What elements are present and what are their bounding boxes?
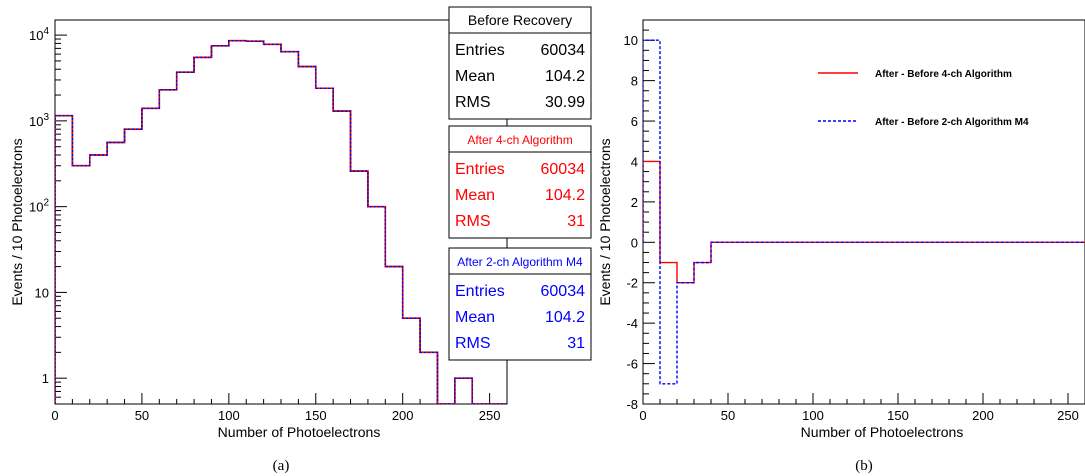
- legend-label: After - Before 4-ch Algorithm: [875, 69, 1012, 80]
- series-step-line: [643, 160, 1085, 284]
- x-tick-label: 50: [135, 408, 149, 423]
- series-step-line: [55, 40, 507, 404]
- stats-value: 31: [567, 335, 585, 352]
- y-tick-label: 103: [29, 112, 49, 129]
- stats-value: 30.99: [545, 94, 585, 111]
- y-tick-label: 104: [29, 26, 49, 43]
- y-axis-label: Events / 10 Photoelectrons: [9, 138, 25, 305]
- stats-box-title: After 4-ch Algorithm: [467, 133, 572, 147]
- stats-value: 104.2: [545, 68, 585, 85]
- stats-value: 31: [567, 213, 585, 230]
- panel-a-histogram: 0 50 100 150 200 250 1 10 102 103 104 Number of Pho…: [9, 6, 592, 474]
- stats-value: 60034: [541, 42, 586, 59]
- y-tick-label: 102: [29, 198, 49, 215]
- y-tick-label: 8: [631, 74, 638, 89]
- stats-value: 60034: [541, 161, 586, 178]
- stats-value: 104.2: [545, 187, 585, 204]
- stats-box-frame: [448, 125, 592, 239]
- x-tick-label: 0: [51, 408, 58, 423]
- stats-key: RMS: [455, 335, 491, 352]
- x-tick-label: 200: [972, 408, 994, 423]
- stats-box-frame: [448, 6, 592, 120]
- y-tick-label: -4: [626, 316, 638, 331]
- plot-frame: [642, 19, 1085, 405]
- y-tick-label: 0: [631, 235, 638, 250]
- x-tick-label: 250: [479, 408, 501, 423]
- x-tick-label: 0: [639, 408, 646, 423]
- series-step-line: [55, 40, 507, 404]
- y-tick-label: 1: [42, 371, 49, 386]
- x-tick-label: 100: [802, 408, 824, 423]
- stats-key: Mean: [455, 309, 495, 326]
- stats-box-title: Before Recovery: [468, 12, 572, 28]
- stats-value: 104.2: [545, 309, 585, 326]
- series-step-line: [55, 39, 507, 404]
- stats-box: After 4-ch Algorithm Entries 60034 Mean 104.…: [448, 125, 592, 239]
- x-tick-label: 150: [305, 408, 327, 423]
- stats-box: After 2-ch Algorithm M4 Entries 60034 Mean 1…: [448, 247, 592, 361]
- stats-box-frame: [448, 247, 592, 361]
- stats-key: Entries: [455, 42, 505, 59]
- x-tick-label: 100: [218, 408, 240, 423]
- stats-key: Mean: [455, 68, 495, 85]
- x-tick-label: 200: [392, 408, 414, 423]
- y-tick-label: -6: [626, 357, 638, 372]
- y-tick-label: 10: [624, 33, 638, 48]
- stats-key: Entries: [455, 283, 505, 300]
- y-tick-label: -2: [626, 276, 638, 291]
- y-axis-label: Events / 10 Photoelectrons: [597, 138, 613, 305]
- stats-box-title: After 2-ch Algorithm M4: [457, 255, 583, 269]
- x-tick-label: 150: [887, 408, 909, 423]
- legend-label: After - Before 2-ch Algorithm M4: [875, 117, 1029, 128]
- y-tick-label: 10: [35, 285, 49, 300]
- x-axis-label: Number of Photoelectrons: [801, 424, 964, 440]
- series-step-line: [643, 39, 1085, 385]
- x-tick-label: 250: [1057, 408, 1079, 423]
- stats-key: RMS: [455, 213, 491, 230]
- stats-key: RMS: [455, 94, 491, 111]
- y-tick-label: 2: [631, 195, 638, 210]
- y-tick-label: 4: [631, 154, 638, 169]
- stats-box: Before Recovery Entries 60034 Mean 104.2 RMS 3…: [448, 6, 592, 120]
- y-tick-label: 6: [631, 114, 638, 129]
- x-axis-label: Number of Photoelectrons: [218, 424, 381, 440]
- panel-b-difference-histogram: 0 50 100 150 200 250 -8 -6 -4 -2 0 2 4 6 8 10 Number of …: [597, 19, 1085, 474]
- panel-caption: (b): [855, 458, 873, 474]
- stats-key: Mean: [455, 187, 495, 204]
- stats-key: Entries: [455, 161, 505, 178]
- y-tick-label: -8: [626, 397, 638, 412]
- plot-frame: [54, 19, 508, 405]
- stats-value: 60034: [541, 283, 586, 300]
- panel-caption: (a): [273, 458, 290, 474]
- x-tick-label: 50: [721, 408, 735, 423]
